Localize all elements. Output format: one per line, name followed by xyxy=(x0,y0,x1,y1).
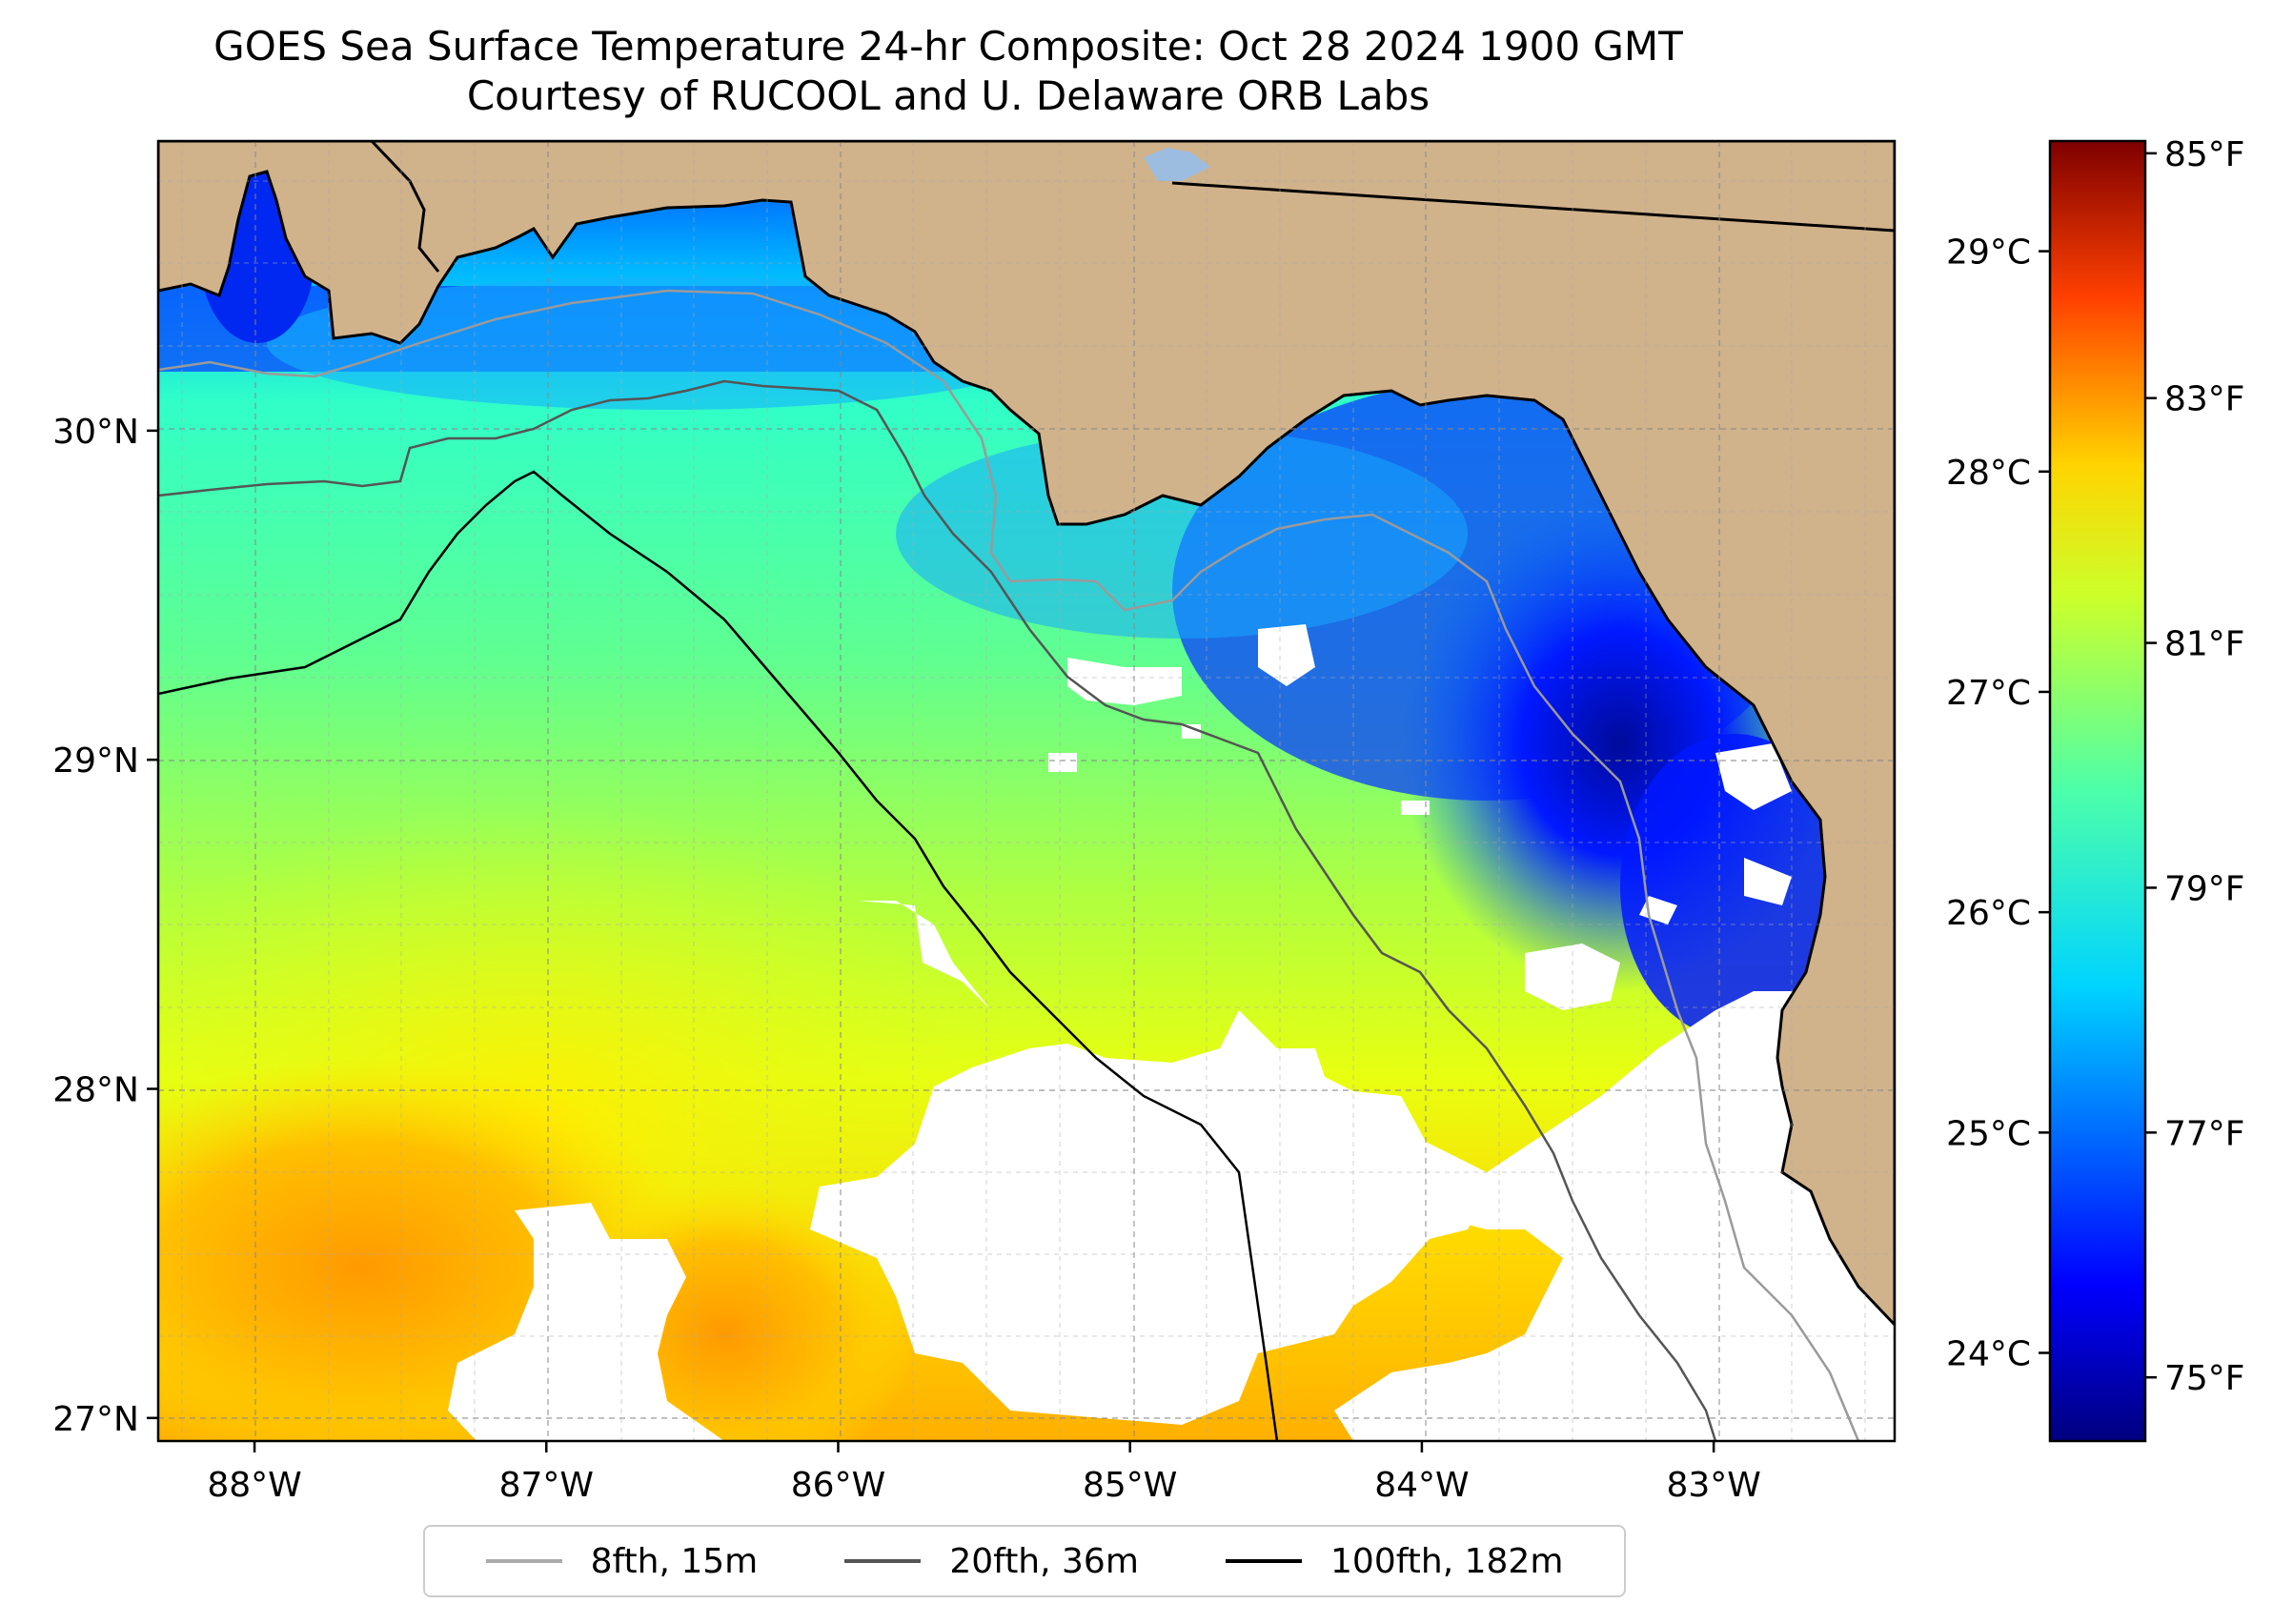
celsius-tick-label: 29°C xyxy=(1946,233,2031,273)
contour-8fth xyxy=(158,289,1860,1441)
fahrenheit-tick-label: 85°F xyxy=(2164,135,2245,174)
lat-tick-label: 29°N xyxy=(52,741,139,781)
lat-tick-label: 27°N xyxy=(52,1400,139,1439)
lat-tick-label: 28°N xyxy=(52,1071,139,1110)
colorbar-fahrenheit-labels: 75°F 77°F 79°F 81°F 83°F 85°F xyxy=(2145,135,2245,1398)
longitude-axis: 88°W 87°W 86°W 85°W 84°W 83°W xyxy=(207,1441,1761,1505)
gridlines xyxy=(158,141,1895,1441)
fahrenheit-tick-label: 83°F xyxy=(2164,380,2245,419)
lake xyxy=(1144,148,1210,181)
fahrenheit-tick-label: 79°F xyxy=(2164,869,2245,908)
legend-item-100fth: 100fth, 182m xyxy=(1226,1542,1563,1581)
celsius-tick-label: 24°C xyxy=(1946,1335,2031,1374)
celsius-tick-label: 26°C xyxy=(1946,894,2031,933)
legend-label: 100fth, 182m xyxy=(1330,1541,1564,1581)
map-subtitle: Courtesy of RUCOOL and U. Delaware ORB L… xyxy=(466,72,1431,119)
lat-tick-label: 30°N xyxy=(52,413,139,452)
lon-tick-label: 86°W xyxy=(791,1466,885,1505)
lon-tick-label: 87°W xyxy=(499,1466,594,1505)
legend-swatch xyxy=(844,1559,922,1563)
fahrenheit-tick-label: 77°F xyxy=(2164,1114,2245,1153)
lon-tick-label: 84°W xyxy=(1374,1466,1469,1505)
legend-item-8fth: 8fth, 15m xyxy=(485,1541,759,1581)
celsius-tick-label: 27°C xyxy=(1946,674,2031,713)
fahrenheit-tick-label: 75°F xyxy=(2164,1359,2245,1398)
latitude-axis: 27°N 28°N 29°N 30°N xyxy=(52,413,158,1439)
celsius-tick-label: 28°C xyxy=(1946,454,2031,493)
sst-field xyxy=(158,141,1895,1441)
celsius-tick-label: 25°C xyxy=(1946,1114,2031,1153)
no-data-areas xyxy=(448,624,1895,1441)
lon-tick-label: 83°W xyxy=(1666,1466,1760,1505)
lon-tick-label: 85°W xyxy=(1083,1466,1177,1505)
contour-100fth xyxy=(158,470,1279,1441)
legend-swatch xyxy=(485,1559,562,1563)
legend: 8fth, 15m 20fth, 36m 100fth, 182m xyxy=(423,1525,1626,1597)
legend-item-20fth: 20fth, 36m xyxy=(844,1542,1139,1581)
legend-label: 20fth, 36m xyxy=(949,1541,1139,1581)
legend-swatch xyxy=(1226,1559,1303,1563)
colorbar-celsius-labels: 24°C 25°C 26°C 27°C 28°C 29°C xyxy=(1946,233,2050,1374)
colorbar xyxy=(2048,139,2147,1443)
map-title: GOES Sea Surface Temperature 24-hr Compo… xyxy=(213,23,1683,70)
contour-20fth xyxy=(158,379,1717,1441)
lon-tick-label: 88°W xyxy=(207,1466,301,1505)
fahrenheit-tick-label: 81°F xyxy=(2164,625,2245,664)
state-border xyxy=(1171,181,1895,233)
land-mass xyxy=(158,141,1895,1328)
map-frame xyxy=(156,139,1897,1443)
legend-label: 8fth, 15m xyxy=(590,1541,759,1581)
